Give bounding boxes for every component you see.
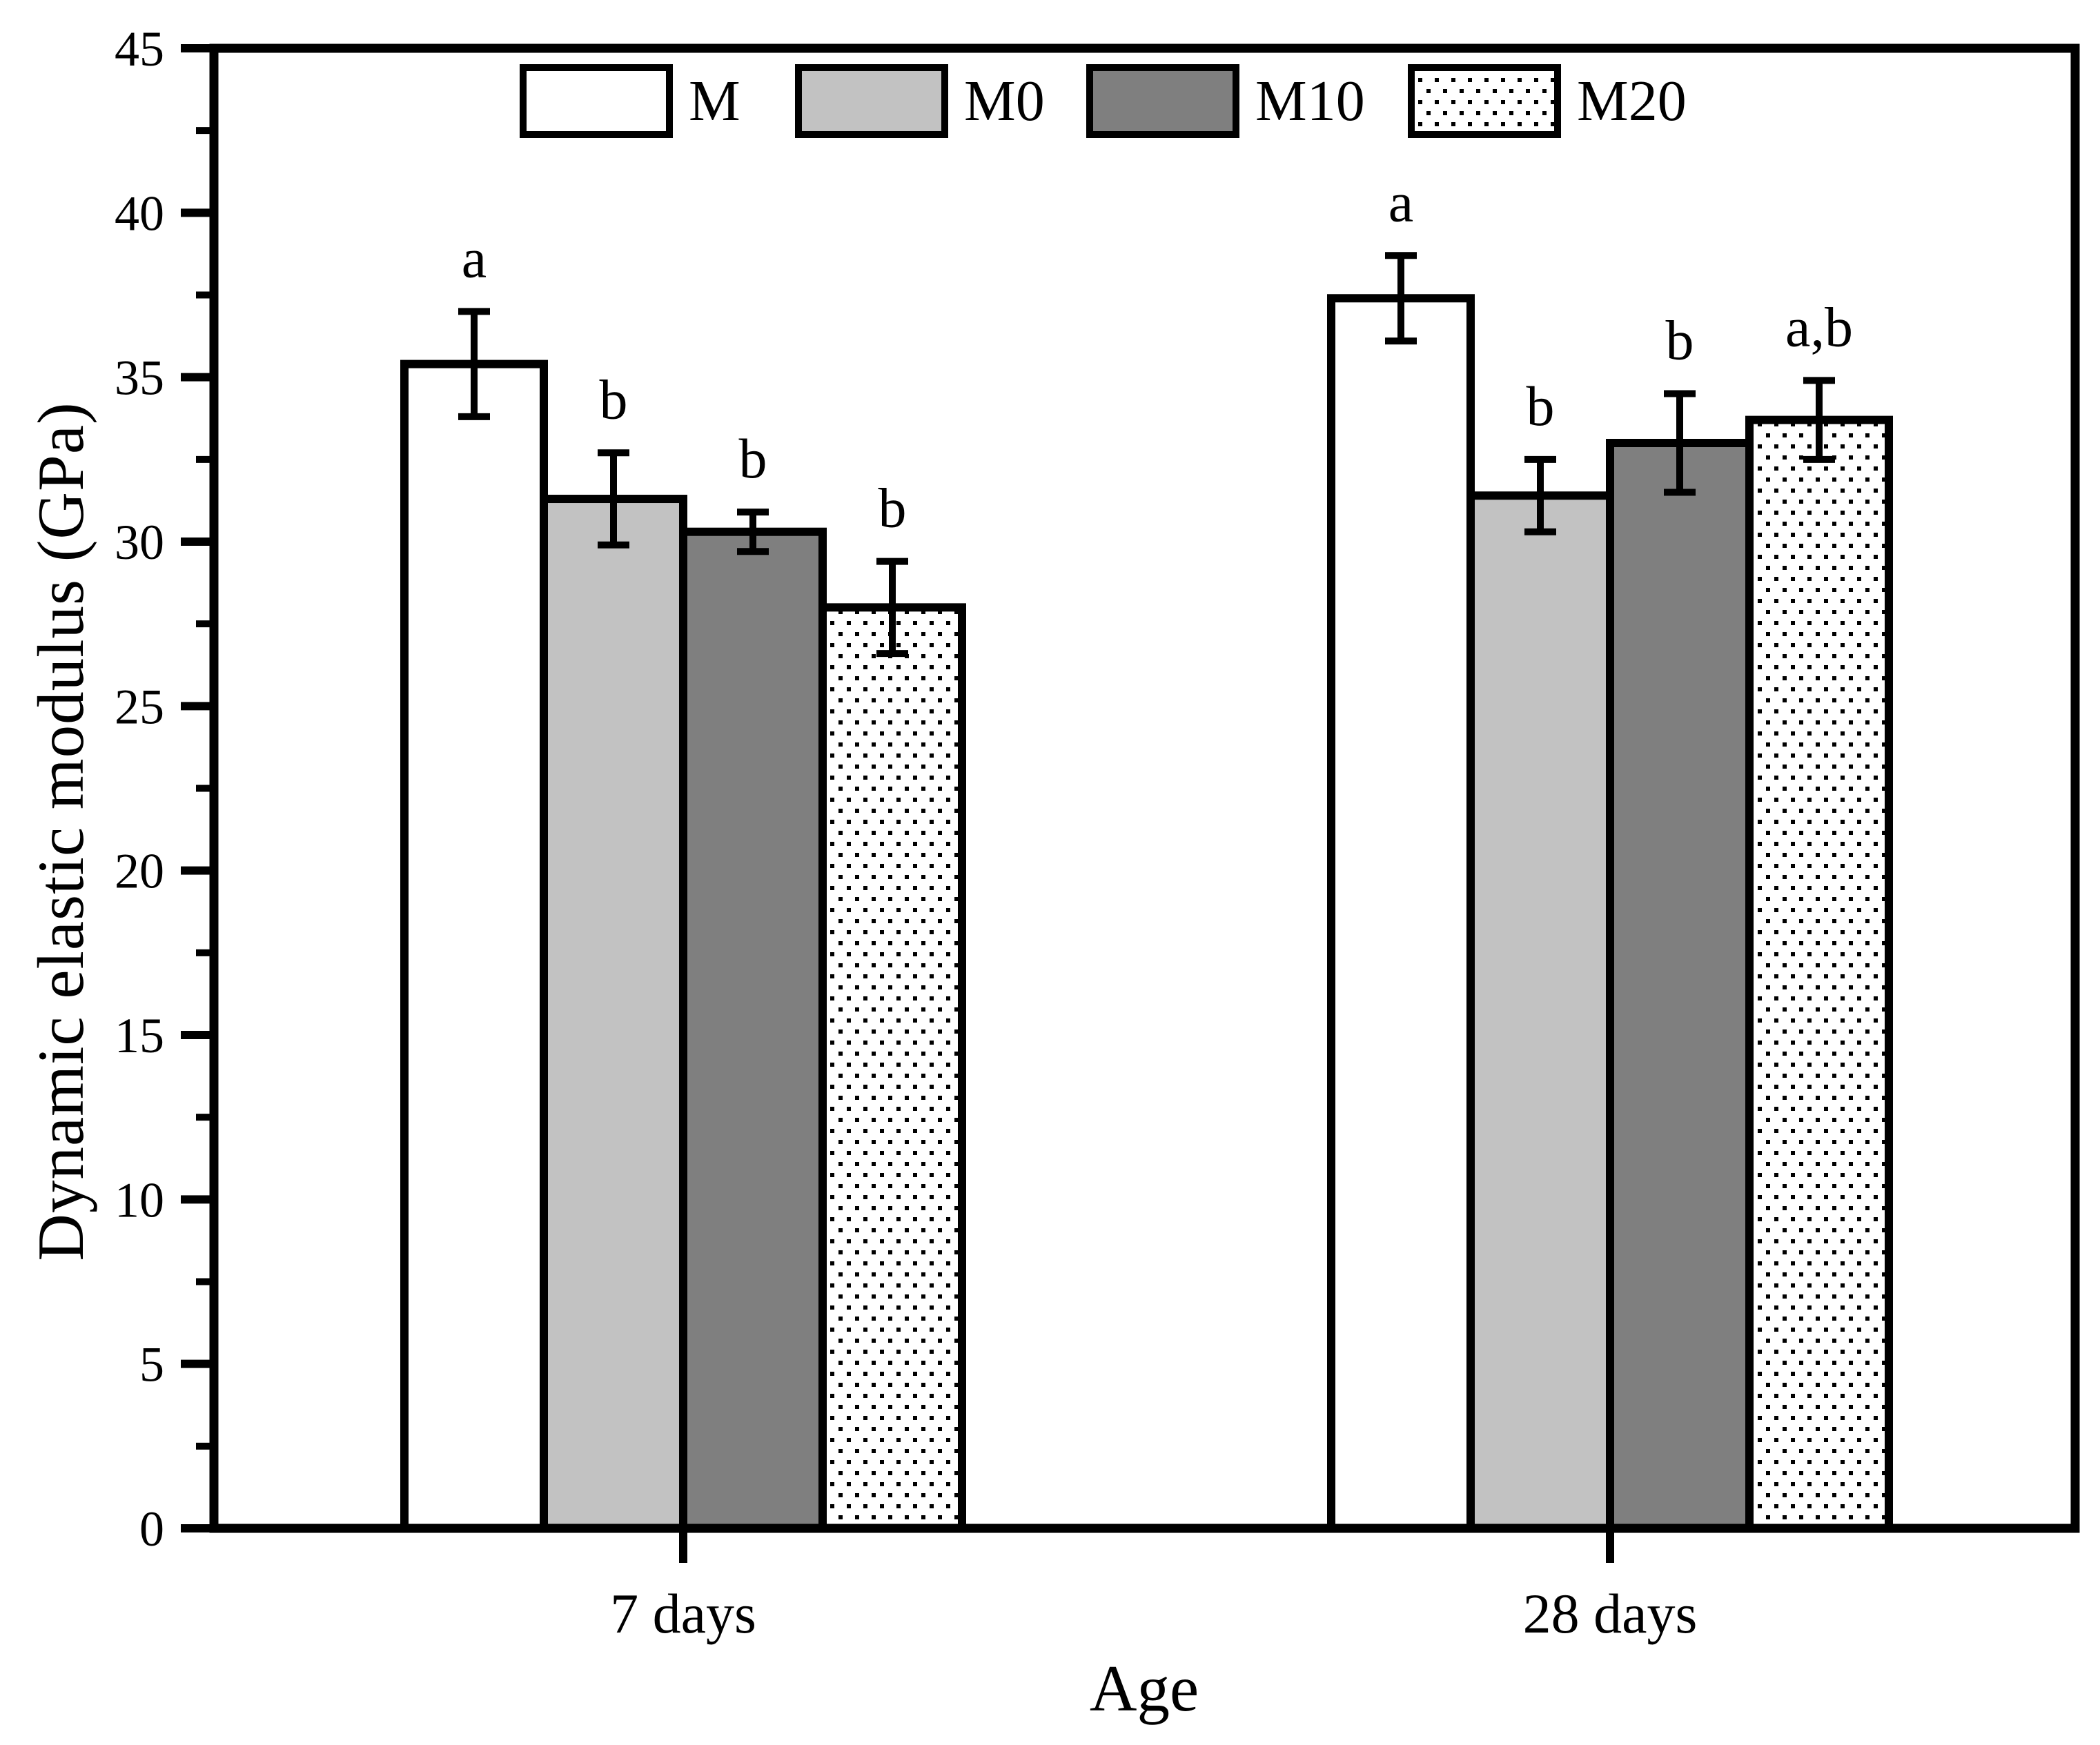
sig-letter-M10-0: b — [739, 427, 767, 490]
y-tick-label-10: 10 — [115, 1172, 164, 1228]
legend-swatch-canvas — [520, 64, 673, 138]
legend-swatch-rect-M0 — [795, 64, 948, 138]
y-tick-label-25: 25 — [115, 679, 164, 734]
sig-letter-M20-1: a,b — [1785, 295, 1853, 358]
legend-swatch-rect-M20 — [1408, 64, 1561, 138]
y-tick-label-35: 35 — [115, 351, 164, 406]
bar-M-7days — [400, 359, 548, 1532]
y-tick-label-40: 40 — [115, 186, 164, 241]
error-bars-layer — [458, 252, 1835, 658]
legend-swatch-rect-M10 — [1086, 64, 1239, 138]
sig-letter-M20-0: b — [879, 477, 907, 540]
y-tick-label-30: 30 — [115, 515, 164, 570]
y-tick-label-5: 5 — [139, 1337, 164, 1392]
legend-label-M: M — [689, 69, 740, 133]
sig-letter-M-1: a — [1388, 170, 1413, 233]
legend-swatch-M20 — [1408, 64, 1561, 138]
bar-M0-28days — [1466, 491, 1614, 1532]
bar-M20-7days — [818, 603, 966, 1532]
bar-M10-7days — [679, 527, 827, 1533]
x-tick-label-28days: 28 days — [1522, 1582, 1698, 1645]
y-tick-label-15: 15 — [115, 1008, 164, 1063]
sig-letter-M-0: a — [462, 226, 487, 289]
bar-M20-28days — [1745, 415, 1893, 1533]
sig-letter-M10-1: b — [1666, 309, 1694, 372]
y-tick-label-45: 45 — [115, 21, 164, 77]
x-tick-label-7days: 7 days — [610, 1582, 756, 1645]
legend-swatch-rect-M — [520, 64, 673, 138]
legend-label-M20: M20 — [1577, 69, 1687, 133]
legend-swatch-canvas — [1086, 64, 1239, 138]
y-tick-label-20: 20 — [115, 844, 164, 899]
significance-letters-layer: a a b b b b b a,b — [462, 170, 1853, 539]
x-axis-title: Age — [1089, 1652, 1199, 1725]
y-tick-label-0: 0 — [139, 1501, 164, 1557]
axes-frame-layer — [209, 43, 2080, 1533]
sig-letter-M0-0: b — [600, 368, 628, 431]
y-axis-title: Dynamic elastic modulus (GPa) — [24, 402, 97, 1261]
legend-swatch-M — [520, 64, 673, 138]
legend-swatch-canvas — [1408, 64, 1561, 138]
sig-letter-M0-1: b — [1527, 375, 1555, 437]
bar-M0-7days — [540, 495, 687, 1532]
ticks-layer: 0 5 10 15 20 25 30 35 40 45 — [115, 21, 1614, 1563]
legend-swatch-M0 — [795, 64, 948, 138]
bar-M10-28days — [1606, 439, 1754, 1532]
legend-label-M10: M10 — [1255, 69, 1365, 133]
plot-frame — [209, 43, 2080, 1533]
legend-label-M0: M0 — [964, 69, 1045, 133]
legend-swatch-M10 — [1086, 64, 1239, 138]
legend-swatch-canvas — [795, 64, 948, 138]
bars-layer — [400, 294, 1893, 1533]
bar-M-28days — [1327, 294, 1475, 1532]
